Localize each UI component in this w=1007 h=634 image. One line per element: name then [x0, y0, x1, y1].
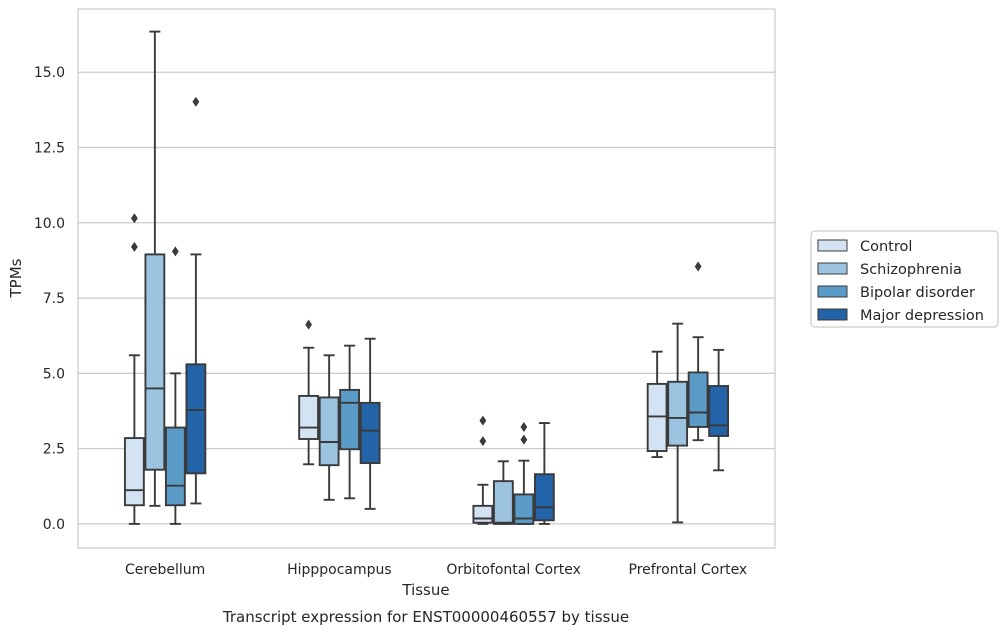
x-tick-label: Cerebellum [125, 562, 205, 578]
box [298, 394, 320, 440]
outlier-point [192, 96, 200, 107]
outlier-point [520, 434, 528, 445]
y-tick-label: 10.0 [34, 216, 65, 232]
outlier-point [305, 319, 313, 330]
box [667, 380, 689, 447]
box [318, 396, 340, 467]
box-plot [298, 319, 320, 466]
box [144, 253, 166, 471]
box-plot [472, 415, 494, 525]
box [533, 473, 555, 522]
y-tick-label: 2.5 [43, 442, 65, 458]
box-plot [359, 337, 381, 510]
box-plot [533, 422, 555, 525]
box [513, 493, 535, 525]
box-plot [687, 261, 709, 442]
x-tick-labels: Cerebellum Hipppocampus Orbitofontal Corte… [125, 562, 747, 578]
box-plot [513, 421, 535, 525]
legend-swatch [817, 239, 848, 252]
box-plot [144, 30, 166, 507]
legend-label: Schizophrenia [860, 262, 962, 278]
box-plot [123, 213, 145, 525]
box-plot [185, 96, 207, 505]
box-plot [339, 344, 361, 500]
box [359, 401, 381, 465]
box-plots [123, 30, 730, 525]
y-tick-labels: 0.0 2.5 5.0 7.5 10.0 12.5 15.0 [34, 65, 65, 533]
y-tick-label: 12.5 [34, 141, 65, 157]
box [339, 388, 361, 451]
x-tick-label: Orbitofontal Cortex [446, 562, 581, 578]
x-tick-label: Prefrontal Cortex [629, 562, 748, 578]
y-tick-label: 15.0 [34, 65, 65, 81]
y-axis-title: TPMs [7, 258, 25, 298]
box [472, 504, 494, 524]
legend-label: Control [860, 239, 912, 255]
chart-caption: Transcript expression for ENST0000046055… [222, 608, 629, 626]
outlier-point [694, 261, 702, 272]
box-plot [492, 460, 514, 525]
box-plot [318, 354, 340, 501]
y-tick-label: 5.0 [43, 366, 65, 382]
legend-frame [810, 230, 999, 328]
box [123, 437, 145, 507]
outlier-point [479, 415, 487, 426]
legend: Control Schizophrenia Bipolar disorder Majo… [810, 230, 999, 328]
legend-swatch [817, 262, 848, 275]
x-tick-label: Hipppocampus [287, 562, 392, 578]
box [185, 363, 207, 475]
box [164, 426, 186, 507]
box-plot [164, 246, 186, 525]
legend-label: Bipolar disorder [860, 285, 975, 301]
box [492, 480, 514, 525]
legend-swatch [817, 285, 848, 298]
y-tick-label: 7.5 [43, 291, 65, 307]
legend-label: Major depression [860, 308, 984, 324]
box-plot [708, 348, 730, 472]
plot-frame [77, 8, 776, 549]
outlier-point [520, 421, 528, 432]
y-tick-label: 0.0 [43, 517, 65, 533]
box-plot [667, 322, 689, 524]
box-plot [646, 350, 668, 459]
outlier-point [479, 436, 487, 447]
outlier-point [130, 241, 138, 252]
x-axis-title: Tissue [401, 581, 449, 599]
legend-swatch [817, 308, 848, 321]
box [646, 382, 668, 452]
outlier-point [171, 246, 179, 257]
box [687, 371, 709, 428]
box [708, 385, 730, 437]
outlier-point [130, 213, 138, 224]
